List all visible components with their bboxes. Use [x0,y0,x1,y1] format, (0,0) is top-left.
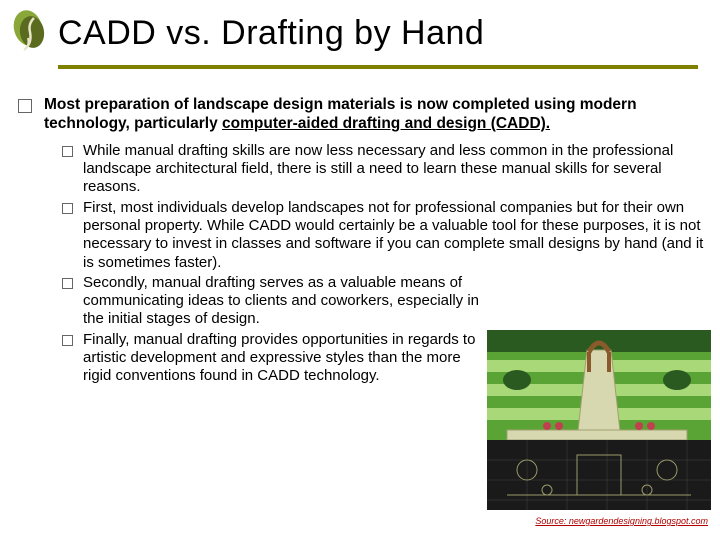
main-bullet: Most preparation of landscape design mat… [18,96,706,134]
sub-bullet: First, most individuals develop landscap… [62,199,706,272]
slide-title: CADD vs. Drafting by Hand [58,14,700,53]
square-bullet-icon [62,335,73,346]
square-bullet-icon [62,203,73,214]
title-underline [58,65,698,69]
main-bullet-text: Most preparation of landscape design mat… [44,96,706,134]
sub-bullet-text: Secondly, manual drafting serves as a va… [83,274,483,329]
sub-bullet-text: Finally, manual drafting provides opport… [83,331,483,386]
square-bullet-icon [62,278,73,289]
main-text-underlined: computer-aided drafting and design (CADD… [222,115,550,132]
sub-bullet: Secondly, manual drafting serves as a va… [62,274,706,329]
landscape-cadd-illustration [487,330,711,510]
title-block: CADD vs. Drafting by Hand [58,14,700,69]
sub-bullet-text: First, most individuals develop landscap… [83,199,706,272]
sub-bullet-text: While manual drafting skills are now les… [83,142,706,197]
image-source-link[interactable]: Source: newgardendesigning.blogspot.com [535,516,708,526]
square-bullet-icon [18,99,32,113]
leaf-logo-icon [10,8,50,56]
sub-bullet: While manual drafting skills are now les… [62,142,706,197]
square-bullet-icon [62,146,73,157]
